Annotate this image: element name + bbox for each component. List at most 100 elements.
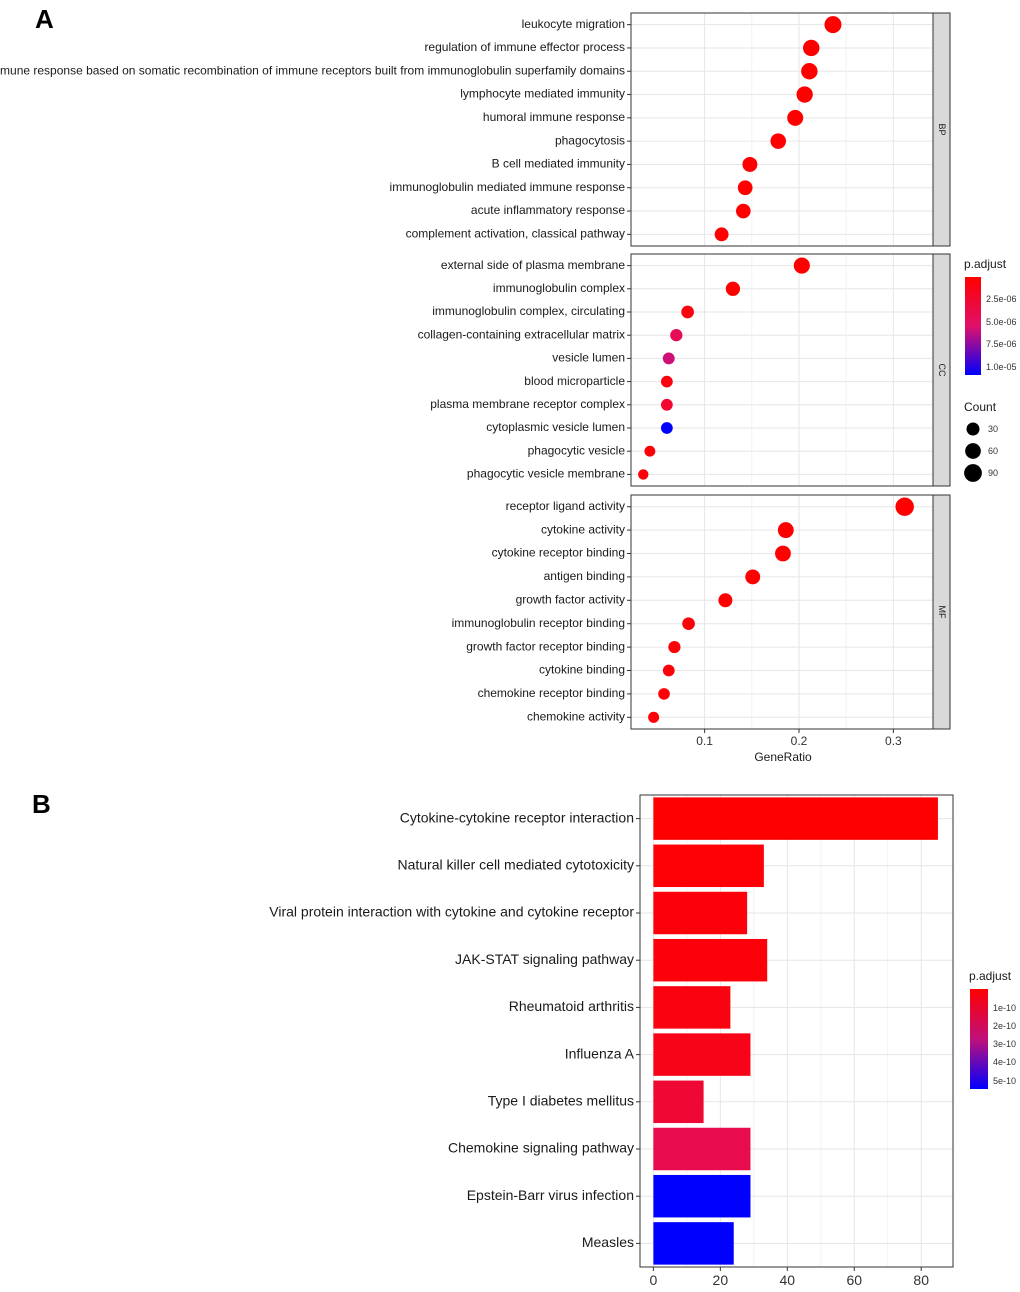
legend-count-dot [965, 443, 981, 459]
bar [653, 986, 731, 1029]
bar [653, 844, 764, 888]
legend-padjust-b-tick: 2e-10 [993, 1021, 1016, 1031]
legend-padjust-a-tick: 1.0e-05 [986, 362, 1017, 372]
term-label: leukocyte migration [522, 17, 625, 31]
term-dot [824, 16, 842, 34]
term-dot [662, 664, 675, 677]
bar [653, 1127, 751, 1171]
go-dot-plot: BP leukocyte migration regulation of immun… [0, 12, 951, 748]
pathway-label: Measles [582, 1234, 634, 1250]
legend-padjust-a-tick: 5.0e-06 [986, 317, 1017, 327]
legend-count: Count 30 60 90 [964, 400, 998, 482]
pathway-label: Rheumatoid arthritis [509, 998, 634, 1014]
legend-count-title: Count [964, 400, 997, 414]
term-dot [803, 39, 820, 57]
term-dot [660, 398, 673, 411]
bar-panel-border [639, 794, 954, 1268]
term-label: complement activation, classical pathway [406, 227, 625, 241]
term-dot [770, 133, 786, 149]
x-tick-label: 0.1 [696, 734, 713, 748]
pathway-label: Influenza A [565, 1045, 635, 1061]
term-dot [670, 329, 683, 342]
legend-padjust-b-tick: 4e-10 [993, 1057, 1016, 1067]
legend-padjust-b-colorbar [970, 989, 988, 1089]
term-label: cytokine receptor binding [492, 546, 625, 560]
legend-count-label: 60 [988, 446, 998, 456]
term-dot [775, 545, 791, 562]
term-label: B cell mediated immunity [492, 157, 625, 171]
term-label: plasma membrane receptor complex [430, 397, 625, 411]
term-dot [745, 569, 761, 585]
term-label: growth factor activity [516, 592, 625, 606]
term-label: immunoglobulin mediated immune response [390, 180, 626, 194]
legend-padjust-a-colorbar [965, 277, 981, 375]
term-dot [668, 641, 681, 654]
bar [653, 1174, 751, 1218]
term-label: lymphocyte mediated immunity [460, 87, 625, 101]
term-label: collagen-containing extracellular matrix [418, 327, 625, 341]
term-dot [725, 281, 741, 296]
term-label: immunoglobulin receptor binding [452, 616, 625, 630]
term-dot [737, 180, 753, 196]
term-label: humoral immune response [483, 110, 625, 124]
term-dot [895, 497, 914, 516]
term-label: regulation of immune effector process [424, 40, 625, 54]
term-dot [660, 422, 673, 434]
term-dot [644, 445, 656, 457]
term-label: chemokine activity [527, 709, 625, 723]
term-dot [638, 469, 649, 480]
term-label: blood microparticle [524, 374, 625, 388]
term-dot [801, 63, 818, 80]
legend-padjust-a-tick: 7.5e-06 [986, 339, 1017, 349]
facet-strip-label: CC [937, 364, 947, 377]
term-dot [662, 352, 675, 365]
term-dot [777, 522, 794, 539]
legend-count-dot [966, 422, 980, 436]
legend-padjust-b-tick: 5e-10 [993, 1076, 1016, 1086]
pathway-label: Viral protein interaction with cytokine … [269, 904, 634, 920]
x-tick-label: 0 [649, 1272, 657, 1288]
legend-padjust-a-tick: 2.5e-06 [986, 294, 1017, 304]
pathway-label: Cytokine-cytokine receptor interaction [400, 809, 634, 825]
x-tick-label: 40 [780, 1272, 796, 1288]
term-label: phagocytic vesicle [528, 443, 626, 457]
term-dot [787, 109, 804, 126]
term-dot [682, 617, 695, 631]
pathway-label: Chemokine signaling pathway [448, 1140, 634, 1156]
bar [653, 1080, 704, 1124]
term-dot [793, 257, 810, 274]
x-axis-label-generatio: GeneRatio [754, 750, 812, 764]
legend-padjust-a-title: p.adjust [964, 257, 1007, 271]
term-label: growth factor receptor binding [466, 639, 625, 653]
x-tick-label: 0.3 [885, 734, 902, 748]
term-dot [660, 375, 673, 388]
legend-count-label: 30 [988, 424, 998, 434]
pathway-label: Natural killer cell mediated cytotoxicit… [397, 857, 634, 873]
term-label: acute inflammatory response [471, 203, 625, 217]
term-label: vesicle lumen [552, 351, 625, 365]
term-label: cytokine binding [539, 663, 625, 677]
facet-strip-cc [932, 253, 951, 487]
facet-panel-bg [631, 13, 933, 246]
term-dot [742, 157, 758, 172]
term-label: adaptive immune response based on somati… [0, 63, 625, 77]
facet-panel-bg [631, 254, 933, 486]
bar [653, 938, 768, 982]
bar [653, 797, 938, 840]
legend-count-label: 90 [988, 468, 998, 478]
facet-strip-label: MF [937, 606, 947, 619]
panel-label-a: A [35, 4, 54, 34]
x-tick-label: 60 [846, 1272, 862, 1288]
term-dot [796, 86, 813, 103]
term-label: chemokine receptor binding [478, 686, 625, 700]
legend-count-dot [964, 464, 982, 482]
legend-padjust-b-title: p.adjust [969, 969, 1012, 983]
legend-padjust-b-tick: 3e-10 [993, 1039, 1016, 1049]
bar [653, 1222, 734, 1265]
term-dot [735, 203, 751, 219]
bar [653, 891, 748, 935]
legend-padjust-b: p.adjust 1e-10 2e-10 3e-10 4e-10 5e-10 [969, 969, 1016, 1089]
kegg-bar-chart: Cytokine-cytokine receptor interaction Na… [269, 794, 954, 1288]
facet-strip-bp [932, 12, 951, 247]
